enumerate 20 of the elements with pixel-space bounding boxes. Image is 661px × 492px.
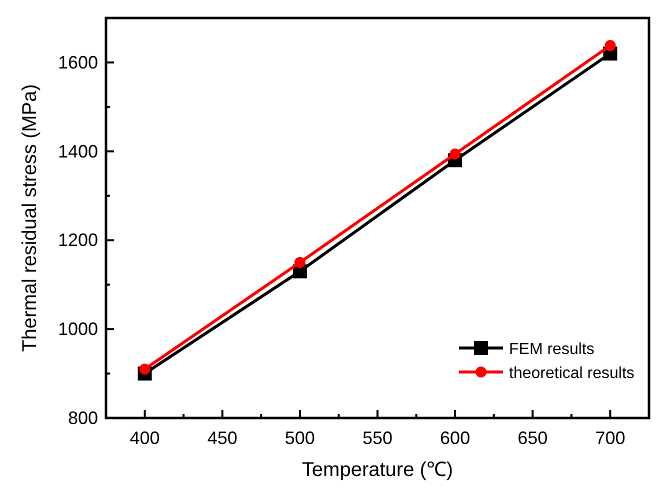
x-tick-label: 700	[595, 428, 626, 448]
x-tick-label: 450	[207, 428, 238, 448]
point	[139, 364, 150, 375]
legend-label: FEM results	[509, 341, 594, 358]
point	[450, 148, 461, 160]
y-axis-title: Thermal residual stress (MPa)	[19, 84, 41, 352]
x-tick-label: 400	[130, 428, 160, 448]
x-tick-label: 650	[518, 428, 548, 448]
y-tick-label: 1200	[58, 230, 98, 250]
x-tick-label: 500	[284, 428, 315, 448]
legend-label: theoretical results	[509, 365, 634, 382]
point	[604, 40, 616, 52]
x-axis-title: Temperature (℃)	[302, 459, 454, 481]
point	[294, 256, 306, 268]
y-tick-label: 1600	[58, 52, 98, 72]
y-tick-label: 1400	[58, 141, 98, 162]
y-tick-label: 800	[68, 408, 98, 428]
x-tick-label: 550	[362, 428, 393, 448]
y-tick-label: 1000	[58, 319, 98, 340]
x-tick-label: 600	[440, 428, 470, 448]
